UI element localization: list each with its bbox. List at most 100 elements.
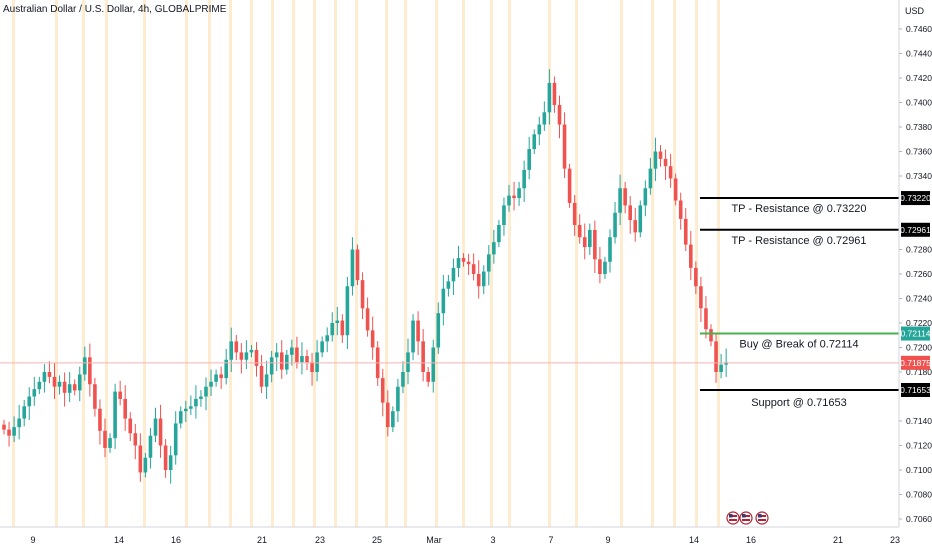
candle-body	[300, 356, 304, 363]
candle-body	[209, 381, 213, 387]
economic-event-icon[interactable]	[726, 511, 740, 525]
candle-body	[517, 188, 521, 199]
candle-body	[492, 242, 496, 255]
level-label: TP - Resistance @ 0.72961	[731, 235, 866, 247]
candle-body	[628, 205, 632, 221]
candle-body	[633, 220, 638, 233]
candle-body	[360, 280, 365, 309]
candle-body	[32, 389, 37, 397]
horizontal-levels: TP - Resistance @ 0.73220 TP - Resistance…	[0, 197, 899, 409]
candle-body	[325, 335, 329, 342]
session-band	[105, 0, 108, 527]
candle-body	[27, 396, 32, 407]
economic-event-icon[interactable]	[739, 511, 753, 525]
level-price-tag-label: 0.71653	[900, 385, 931, 395]
candle-body	[17, 418, 21, 428]
candle-body	[249, 349, 254, 353]
session-band	[208, 0, 211, 527]
candle-body	[537, 124, 542, 135]
candle-body	[547, 82, 552, 113]
candles	[2, 69, 728, 484]
candle-body	[350, 249, 355, 287]
level-label: TP - Resistance @ 0.73220	[731, 203, 866, 215]
candle-body	[194, 398, 198, 407]
candle-body	[128, 418, 133, 434]
candle-body	[588, 229, 592, 248]
candle-body	[648, 168, 653, 189]
session-band	[334, 0, 337, 527]
candle-body	[345, 286, 350, 336]
session-band	[435, 0, 438, 527]
candle-body	[466, 261, 471, 265]
candle-body	[355, 249, 360, 281]
candle-body	[290, 347, 294, 355]
time-tick-label: 16	[746, 535, 756, 545]
level-price-tag	[901, 191, 930, 206]
candle-body	[522, 169, 526, 189]
candle-body	[2, 424, 6, 430]
candle-body	[673, 178, 678, 201]
event-icon-ring	[739, 511, 753, 525]
candle-body	[264, 374, 269, 387]
candle-body	[274, 352, 279, 358]
candle-body	[279, 352, 284, 370]
session-band	[229, 0, 232, 527]
session-band	[548, 0, 551, 527]
time-tick-label: 14	[114, 535, 124, 545]
candle-body	[456, 258, 461, 268]
current-price-tag-label: 0.71875	[900, 358, 931, 368]
economic-event-icon[interactable]	[755, 511, 769, 525]
session-band	[695, 0, 698, 527]
candle-body	[153, 418, 158, 436]
candle-body	[396, 386, 400, 412]
candle-body	[138, 445, 143, 473]
candle-body	[502, 205, 506, 225]
candle-body	[52, 376, 57, 387]
candle-body	[133, 433, 138, 446]
candle-body	[562, 124, 567, 169]
session-band	[651, 0, 654, 527]
candle-body	[57, 381, 62, 387]
candle-body	[653, 151, 658, 169]
candle-body	[143, 457, 148, 473]
session-band	[620, 0, 623, 527]
candle-body	[699, 286, 703, 309]
level-price-tag-label: 0.73220	[900, 193, 931, 203]
candle-body	[173, 423, 178, 456]
session-band	[490, 0, 493, 527]
level-price-tag	[901, 326, 930, 341]
level-price-tag	[901, 383, 930, 398]
candle-body	[88, 357, 92, 385]
candle-body	[678, 200, 683, 219]
candle-body	[401, 372, 405, 387]
candle-body	[643, 188, 648, 206]
time-tick-label: 9	[605, 535, 610, 545]
candle-body	[663, 158, 668, 167]
candle-body	[476, 274, 481, 287]
candle-body	[148, 435, 153, 458]
level-price-tag-label: 0.72961	[900, 225, 931, 235]
session-band	[508, 0, 511, 527]
candle-body	[709, 329, 713, 342]
candle-body	[158, 418, 163, 446]
candle-body	[47, 372, 52, 377]
candle-body	[108, 438, 112, 448]
candle-body	[204, 386, 208, 397]
time-tick-label: 16	[171, 535, 181, 545]
candle-body	[118, 391, 122, 399]
level-price-tag	[901, 222, 930, 237]
candle-body	[557, 104, 562, 125]
candle-body	[315, 352, 319, 372]
candle-body	[431, 347, 436, 382]
